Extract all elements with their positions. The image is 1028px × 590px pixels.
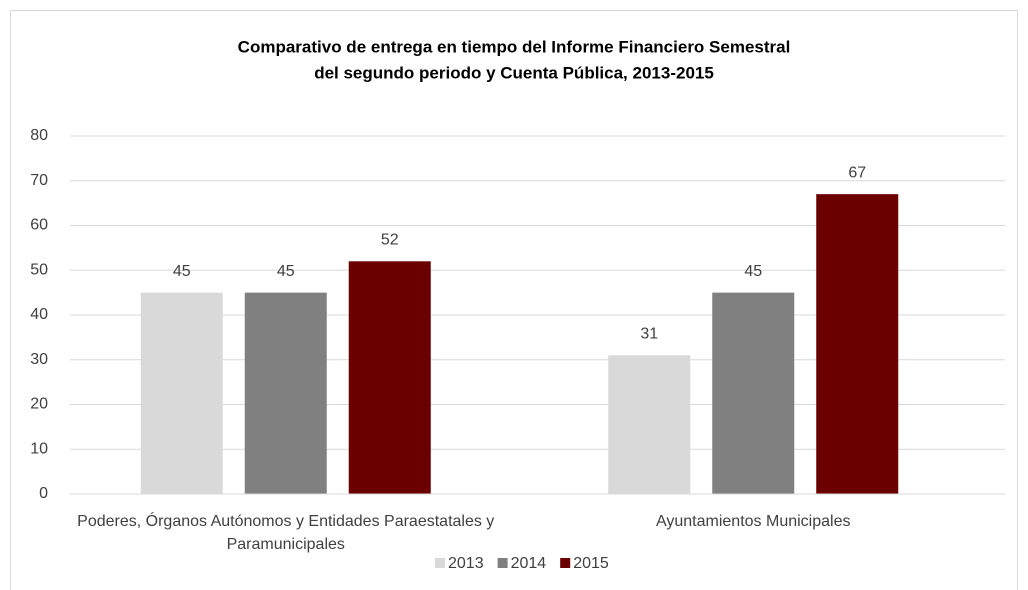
y-tick-label: 20 (30, 396, 48, 413)
bar (608, 355, 691, 494)
data-label: 45 (277, 263, 295, 280)
bar (140, 292, 223, 494)
data-label: 45 (173, 263, 191, 280)
y-tick-label: 0 (39, 485, 48, 502)
legend-label: 2015 (573, 555, 609, 572)
data-label: 45 (744, 263, 762, 280)
bar (816, 194, 899, 495)
legend-label: 2013 (448, 555, 484, 572)
data-label: 67 (848, 164, 866, 181)
legend-label: 2014 (511, 555, 547, 572)
bar (348, 261, 431, 494)
bar (244, 292, 327, 494)
bar (712, 292, 795, 494)
data-label: 52 (381, 232, 399, 249)
y-tick-label: 30 (30, 351, 48, 368)
legend-swatch (497, 558, 508, 568)
y-tick-label: 50 (30, 261, 48, 278)
chart-title: Comparativo de entrega en tiempo del Inf… (238, 37, 791, 56)
y-tick-label: 80 (30, 127, 48, 144)
x-tick-label: Poderes, Órganos Autónomos y Entidades P… (77, 511, 494, 553)
y-tick-label: 60 (30, 217, 48, 234)
y-tick-label: 70 (30, 172, 48, 189)
chart-title: del segundo periodo y Cuenta Pública, 20… (314, 63, 714, 82)
legend-swatch (560, 558, 571, 568)
x-tick-label: Ayuntamientos Municipales (656, 513, 850, 530)
data-label: 31 (640, 325, 658, 342)
y-tick-label: 40 (30, 306, 48, 323)
y-tick-label: 10 (30, 440, 48, 457)
legend-swatch (435, 558, 445, 568)
